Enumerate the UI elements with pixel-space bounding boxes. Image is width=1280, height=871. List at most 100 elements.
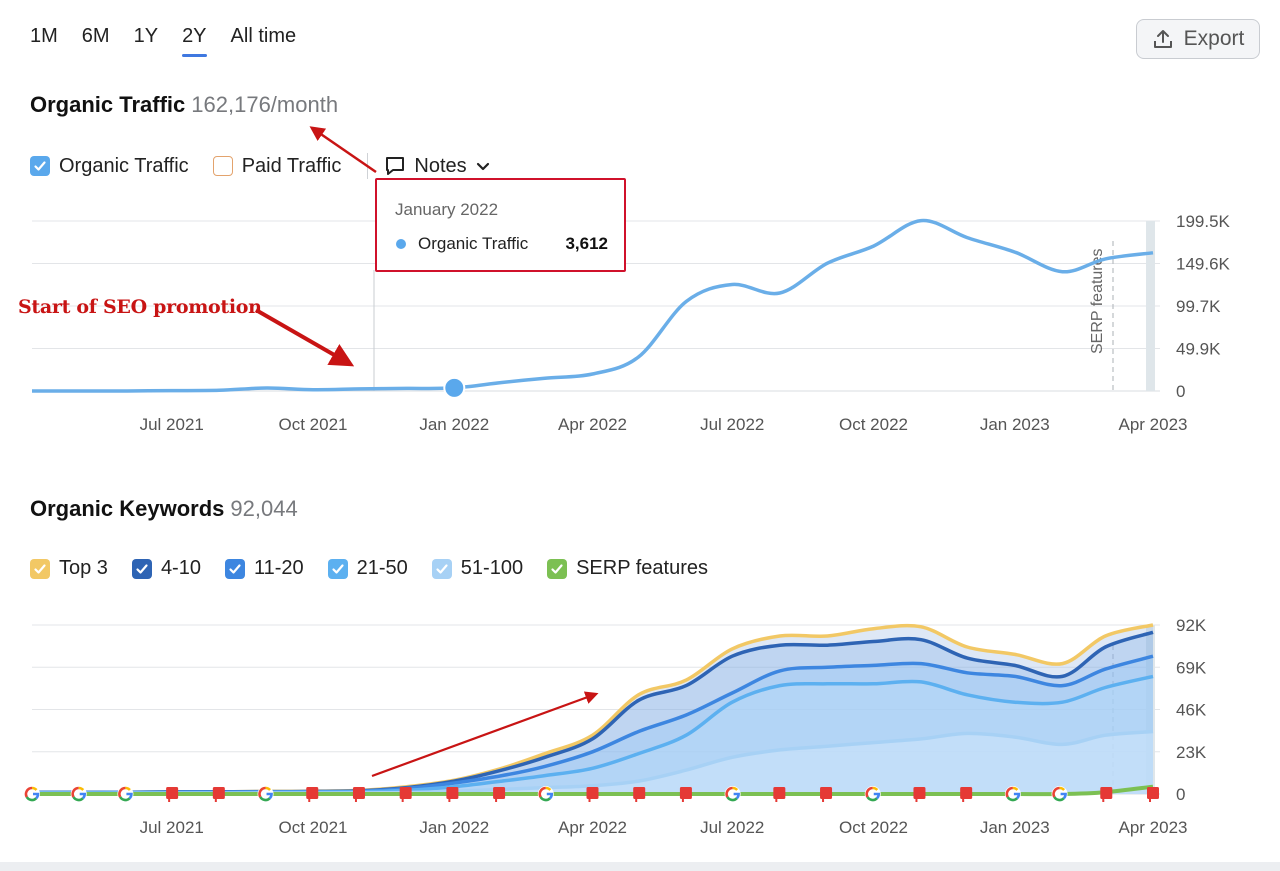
- keywords-value: 92,044: [230, 496, 298, 521]
- traffic-title-label: Organic Traffic: [30, 92, 186, 117]
- flag-note-icon: [399, 787, 412, 802]
- traffic-x-tick-label: Apr 2023: [1119, 415, 1188, 434]
- export-label: Export: [1183, 27, 1245, 50]
- range-2y-tab[interactable]: 2Y: [182, 25, 208, 57]
- range-1m-tab[interactable]: 1M: [30, 25, 58, 47]
- range-all-time-tab[interactable]: All time: [230, 25, 297, 47]
- seo-annotation: Start of SEO promotion: [18, 296, 262, 318]
- flag-note-icon: [306, 787, 319, 802]
- google-update-icon: [117, 786, 134, 802]
- keywords-y-tick-label: 23K: [1176, 743, 1207, 762]
- checkbox-checked-icon: [30, 558, 50, 579]
- flag-note-icon: [913, 787, 926, 802]
- traffic-title: Organic Traffic 162,176/month: [30, 92, 338, 118]
- traffic-y-tick-label: 49.9K: [1176, 340, 1221, 359]
- keywords-x-tick-label: Jan 2022: [419, 818, 489, 837]
- export-button[interactable]: Export: [1136, 19, 1260, 59]
- date-range-tabs: 1M 6M 1Y 2Y All time: [30, 25, 320, 57]
- keywords-title: Organic Keywords 92,044: [30, 496, 298, 522]
- range-6m-tab[interactable]: 6M: [81, 25, 110, 47]
- google-update-icon: [24, 786, 40, 802]
- legend-4-10[interactable]: 4-10: [131, 557, 201, 580]
- flag-note-icon: [773, 787, 786, 802]
- checkbox-checked-icon: [30, 156, 50, 176]
- flag-note-icon: [633, 787, 646, 802]
- flag-note-icon: [493, 787, 506, 802]
- keywords-x-tick-label: Jan 2023: [980, 818, 1050, 837]
- keywords-y-tick-label: 92K: [1176, 616, 1207, 635]
- google-update-icon: [864, 786, 881, 802]
- keywords-x-tick-label: Apr 2023: [1119, 818, 1188, 837]
- traffic-x-tick-label: Oct 2021: [279, 415, 348, 434]
- keywords-x-tick-label: Jul 2022: [700, 818, 764, 837]
- legend-11-20[interactable]: 11-20: [224, 557, 304, 580]
- google-update-icon: [257, 786, 274, 802]
- keywords-y-tick-label: 0: [1176, 785, 1185, 804]
- traffic-y-tick-label: 99.7K: [1176, 297, 1221, 316]
- keywords-x-tick-label: Oct 2022: [839, 818, 908, 837]
- google-update-icon: [1051, 786, 1068, 802]
- range-1y-tab[interactable]: 1Y: [133, 25, 159, 47]
- traffic-y-tick-label: 149.6K: [1176, 255, 1231, 274]
- keywords-title-label: Organic Keywords: [30, 496, 225, 521]
- legend-top3[interactable]: Top 3: [30, 557, 108, 580]
- organic-traffic-chart: 0 49.9K 99.7K 149.6K 199.5K Jul 2021 Oct 2021 J…: [32, 126, 1231, 434]
- trend-arrow: [371, 691, 599, 778]
- tooltip-series-label: Organic Traffic: [418, 234, 529, 253]
- flag-note-icon: [1147, 787, 1159, 802]
- traffic-legend: Organic Traffic Paid Traffic Notes: [30, 153, 491, 179]
- checkbox-checked-icon: [327, 558, 348, 579]
- flag-note-icon: [446, 787, 459, 802]
- footer-strip: [0, 862, 1280, 871]
- legend-organic-traffic[interactable]: Organic Traffic: [30, 155, 189, 178]
- flag-note-icon: [679, 787, 692, 802]
- flag-note-icon: [960, 787, 973, 802]
- flag-note-icon: [352, 787, 365, 802]
- legend-paid-traffic[interactable]: Paid Traffic: [212, 154, 342, 178]
- keywords-x-tick-label: Apr 2022: [558, 818, 627, 837]
- serp-marker-label: SERP features: [1089, 248, 1106, 354]
- notes-dropdown[interactable]: Notes: [384, 155, 490, 178]
- traffic-y-tick-label: 0: [1176, 382, 1185, 401]
- legend-51-100-label: 51-100: [460, 557, 524, 579]
- traffic-y-tick-label: 199.5K: [1176, 212, 1231, 231]
- flag-note-icon: [166, 787, 179, 802]
- checkbox-checked-icon: [131, 558, 152, 579]
- keywords-x-tick-label: Oct 2021: [279, 818, 348, 837]
- traffic-tooltip: January 2022 Organic Traffic 3,612: [375, 178, 626, 272]
- keywords-x-tick-label: Jul 2021: [140, 818, 204, 837]
- traffic-x-tick-label: Jan 2022: [419, 415, 489, 434]
- legend-paid-label: Paid Traffic: [241, 154, 342, 177]
- keywords-legend: Top 3 4-10 11-20 21-50 51-100 SERP featu…: [30, 557, 732, 580]
- legend-4-10-label: 4-10: [160, 557, 201, 579]
- flag-note-icon: [586, 787, 599, 802]
- traffic-value: 162,176/month: [191, 92, 339, 117]
- traffic-x-tick-label: Jul 2022: [700, 415, 764, 434]
- legend-11-20-label: 11-20: [253, 557, 304, 579]
- organic-traffic-line: [32, 218, 1154, 393]
- traffic-x-tick-label: Jan 2023: [980, 415, 1050, 434]
- keywords-y-tick-label: 69K: [1176, 658, 1207, 677]
- google-update-icon: [724, 786, 741, 802]
- legend-21-50[interactable]: 21-50: [327, 557, 408, 580]
- legend-serp-label: SERP features: [576, 557, 709, 579]
- google-update-icon: [1004, 786, 1021, 802]
- checkbox-checked-icon: [431, 558, 452, 579]
- tooltip-value: 3,612: [565, 234, 608, 253]
- checkbox-checked-icon: [224, 558, 245, 579]
- highlighted-data-point: [443, 376, 466, 399]
- flag-note-icon: [212, 787, 225, 802]
- traffic-x-tick-label: Jul 2021: [140, 415, 204, 434]
- legend-51-100[interactable]: 51-100: [431, 557, 524, 580]
- keywords-y-tick-label: 46K: [1176, 701, 1207, 720]
- google-update-icon: [70, 786, 87, 802]
- checkbox-unchecked-icon: [212, 156, 233, 176]
- legend-serp-features[interactable]: SERP features: [547, 557, 708, 580]
- google-update-icon: [537, 786, 554, 802]
- legend-21-50-label: 21-50: [356, 557, 408, 579]
- flag-note-icon: [1100, 787, 1113, 802]
- area-51-100: [32, 731, 1153, 794]
- notes-label: Notes: [414, 154, 467, 177]
- current-period-band: [1146, 625, 1155, 794]
